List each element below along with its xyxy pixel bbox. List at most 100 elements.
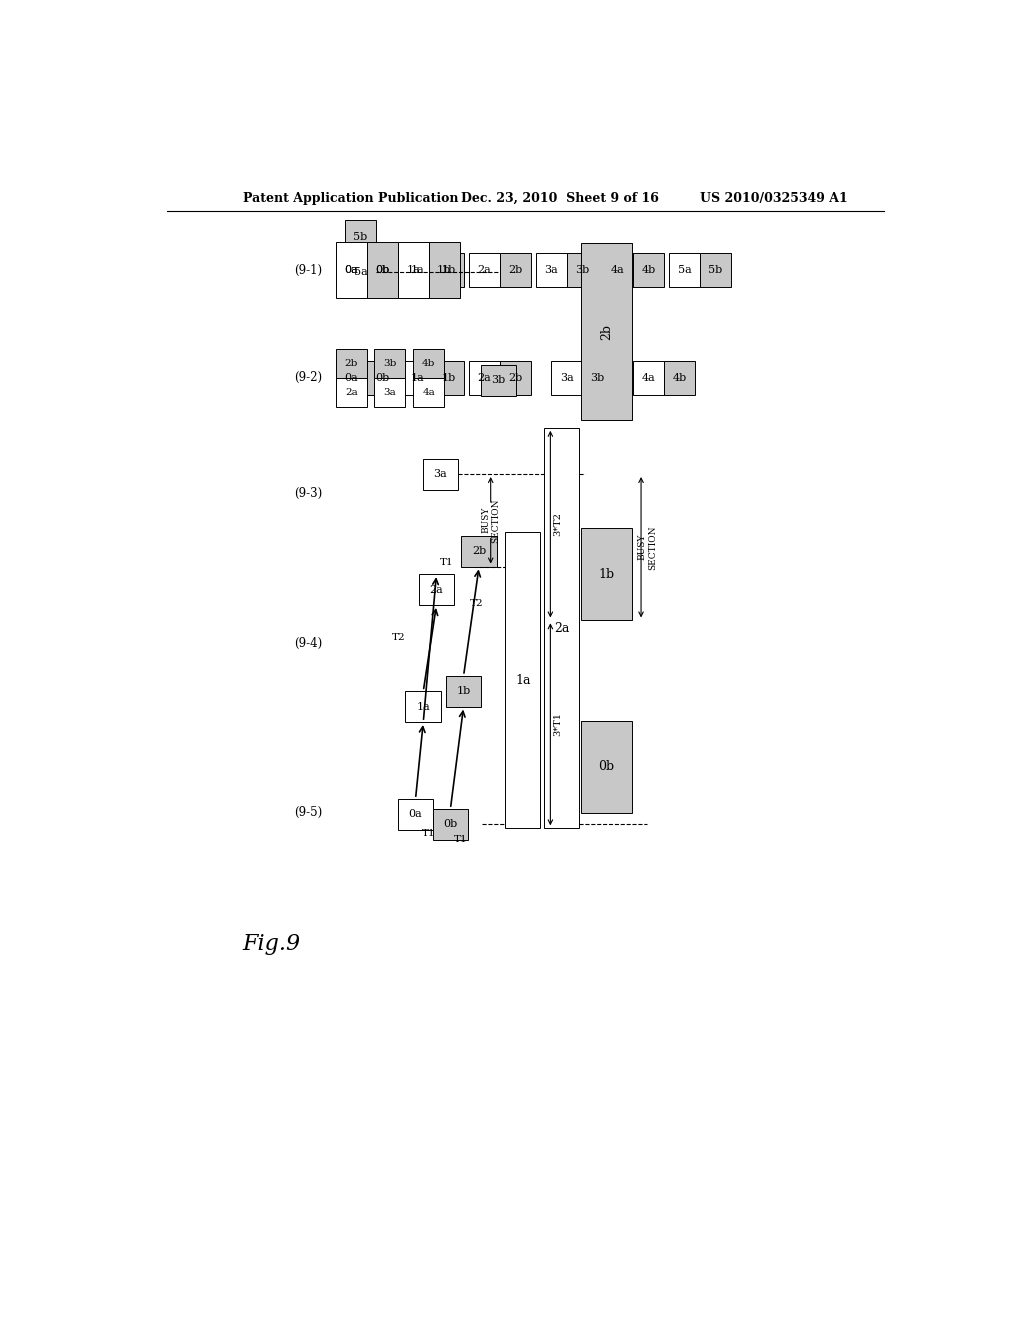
Bar xyxy=(336,378,367,407)
Bar xyxy=(582,721,632,813)
Text: 2a: 2a xyxy=(554,622,569,635)
Text: 3a: 3a xyxy=(384,388,396,397)
Bar xyxy=(551,360,583,395)
Bar xyxy=(433,252,464,288)
Bar xyxy=(429,243,460,298)
Text: 3*T1: 3*T1 xyxy=(554,713,562,737)
Bar xyxy=(665,360,695,395)
Text: (9-2): (9-2) xyxy=(294,371,322,384)
Text: 1b: 1b xyxy=(437,265,452,275)
Bar xyxy=(633,360,665,395)
Text: 5a: 5a xyxy=(353,267,368,277)
Bar xyxy=(500,360,531,395)
Text: BUSY
SECTION: BUSY SECTION xyxy=(481,498,501,543)
Text: BUSY
SECTION: BUSY SECTION xyxy=(638,525,657,569)
Bar xyxy=(433,360,464,395)
Text: US 2010/0325349 A1: US 2010/0325349 A1 xyxy=(700,191,848,205)
Bar xyxy=(375,348,406,378)
Bar xyxy=(397,243,429,298)
Bar xyxy=(336,348,367,378)
Text: 1a: 1a xyxy=(515,673,530,686)
Text: 1b: 1b xyxy=(441,265,456,275)
Bar xyxy=(469,252,500,288)
Text: 0b: 0b xyxy=(375,265,389,275)
Text: 2b: 2b xyxy=(508,372,522,383)
Bar xyxy=(367,243,397,298)
Text: T1: T1 xyxy=(440,558,454,568)
Text: 3a: 3a xyxy=(560,372,573,383)
Text: 2b: 2b xyxy=(472,546,486,556)
Text: 3b: 3b xyxy=(492,375,506,385)
Text: 1b: 1b xyxy=(457,686,471,696)
Text: 1a: 1a xyxy=(411,265,425,275)
Bar xyxy=(633,252,665,288)
Text: 0a: 0a xyxy=(344,372,358,383)
Text: 5b: 5b xyxy=(709,265,723,275)
Bar xyxy=(566,252,598,288)
Bar xyxy=(582,243,632,420)
Bar xyxy=(414,378,444,407)
Text: 2a: 2a xyxy=(477,265,492,275)
Text: 4b: 4b xyxy=(422,359,435,368)
Bar xyxy=(583,360,613,395)
Text: 4a: 4a xyxy=(422,388,435,397)
Text: 3a: 3a xyxy=(433,469,447,479)
Bar xyxy=(402,360,433,395)
Bar xyxy=(419,574,455,605)
Text: 0a: 0a xyxy=(344,265,358,275)
Text: 0a: 0a xyxy=(409,809,423,820)
Text: 3b: 3b xyxy=(575,265,589,275)
Text: 1a: 1a xyxy=(417,702,430,711)
Text: T2: T2 xyxy=(391,634,406,643)
Bar xyxy=(336,360,367,395)
Text: 3b: 3b xyxy=(591,372,605,383)
Text: 3a: 3a xyxy=(545,265,558,275)
Text: Fig.9: Fig.9 xyxy=(243,933,300,954)
Text: 2b: 2b xyxy=(600,323,613,339)
Bar xyxy=(414,348,444,378)
Bar xyxy=(432,809,468,840)
Text: 4b: 4b xyxy=(673,372,687,383)
Bar xyxy=(367,360,397,395)
Text: 5b: 5b xyxy=(353,232,368,243)
Bar xyxy=(445,676,481,706)
Bar xyxy=(506,532,541,829)
Bar xyxy=(602,252,633,288)
Bar xyxy=(402,252,433,288)
Text: Patent Application Publication: Patent Application Publication xyxy=(243,191,458,205)
Text: 3*T2: 3*T2 xyxy=(554,512,562,536)
Text: 2a: 2a xyxy=(345,388,357,397)
Text: (9-3): (9-3) xyxy=(294,487,322,500)
Text: 4a: 4a xyxy=(611,265,625,275)
Bar xyxy=(461,536,497,566)
Text: 0a: 0a xyxy=(344,265,358,275)
Text: 2a: 2a xyxy=(477,372,492,383)
Text: 4b: 4b xyxy=(642,265,656,275)
Text: 2b: 2b xyxy=(344,359,357,368)
Text: 0b: 0b xyxy=(598,760,614,774)
Text: Dec. 23, 2010  Sheet 9 of 16: Dec. 23, 2010 Sheet 9 of 16 xyxy=(461,191,659,205)
Bar xyxy=(345,255,376,289)
Bar xyxy=(544,428,579,829)
Bar xyxy=(469,360,500,395)
Bar xyxy=(500,252,531,288)
Bar xyxy=(700,252,731,288)
Text: 2b: 2b xyxy=(508,265,522,275)
Bar xyxy=(423,459,458,490)
Text: 0b: 0b xyxy=(375,265,389,275)
Text: (9-4): (9-4) xyxy=(294,638,322,649)
Text: 0b: 0b xyxy=(375,372,389,383)
Bar xyxy=(367,252,397,288)
Text: 0b: 0b xyxy=(443,820,458,829)
Text: 2a: 2a xyxy=(430,585,443,594)
Bar xyxy=(345,220,376,255)
Bar xyxy=(480,364,516,396)
Text: 3b: 3b xyxy=(383,359,396,368)
Text: 1b: 1b xyxy=(441,372,456,383)
Text: T1: T1 xyxy=(455,836,468,845)
Bar xyxy=(397,799,433,830)
Bar xyxy=(582,528,632,620)
Text: (9-5): (9-5) xyxy=(294,807,322,820)
Text: (9-1): (9-1) xyxy=(294,264,322,277)
Text: 4a: 4a xyxy=(642,372,655,383)
